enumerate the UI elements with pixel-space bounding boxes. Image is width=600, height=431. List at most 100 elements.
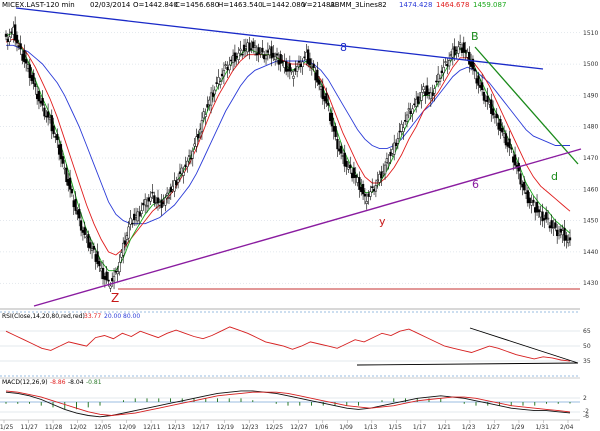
candle-body [296, 66, 299, 72]
candle-body [21, 53, 24, 61]
candle-body [219, 81, 222, 85]
candle-body [41, 97, 44, 106]
candle-body [556, 229, 559, 237]
candle-body [253, 45, 257, 48]
candle-body [56, 134, 59, 141]
candle-body [420, 92, 423, 101]
date-tick-label: 1/31 [535, 424, 549, 431]
candle-body [94, 254, 97, 262]
candle-body [473, 68, 476, 72]
candle-body [140, 210, 143, 214]
candle-body [449, 54, 453, 56]
candle-body [50, 115, 53, 132]
candle-body [283, 61, 286, 68]
candle-body [231, 55, 235, 63]
candle-body [114, 270, 118, 273]
label-y: y [379, 215, 386, 228]
candle-body [90, 248, 94, 251]
candle-body [437, 73, 440, 82]
candle-body [308, 58, 312, 66]
candle-body [184, 164, 187, 168]
candle-body [385, 158, 389, 163]
candle-body [23, 50, 26, 63]
candle-body [274, 56, 277, 60]
candle-body [131, 222, 134, 225]
candle-body [89, 242, 92, 249]
candle-body [343, 152, 346, 167]
candle-body [19, 43, 22, 50]
candle-body [565, 235, 568, 241]
macd-panel: MACD(12,26,9) -8.86 -8.04 -0.81 2 -2 -6 [0, 377, 589, 420]
candle-body [8, 36, 11, 42]
candle-body [264, 55, 268, 60]
candle-body [398, 130, 401, 133]
header-high: H=1463.540 [218, 1, 263, 9]
candle-body [393, 142, 396, 155]
candle-body [524, 192, 528, 194]
candle-body [458, 42, 462, 45]
rsi-tick-50: 50 [583, 343, 591, 350]
candle-body [396, 138, 400, 144]
candle-body [422, 86, 425, 91]
candle-body [469, 61, 473, 67]
candle-body [402, 127, 405, 132]
header-open: O=1442.840 [133, 1, 178, 9]
candle-body [519, 173, 522, 185]
candle-body [24, 59, 28, 64]
macd-main-line [5, 390, 571, 418]
date-tick-label: 12/23 [241, 424, 258, 431]
candle-body [155, 202, 158, 205]
macd-histogram [5, 398, 571, 410]
candle-body [372, 189, 376, 192]
candle-body [186, 160, 189, 168]
candle-body [45, 115, 48, 118]
rsi-label: RSI(Close,14,20,80,red,red) [2, 313, 85, 320]
candle-body [541, 211, 544, 222]
candle-body [263, 54, 266, 60]
candle-body [17, 45, 20, 47]
candle-body [156, 197, 160, 203]
candle-body [548, 225, 552, 229]
candle-body [455, 49, 458, 52]
price-axis: 1510 1500 1490 1480 1470 1460 1450 1440 1430 [583, 30, 598, 287]
candle-body [554, 222, 557, 228]
candle-body [482, 92, 486, 101]
candle-body [76, 210, 79, 215]
candle-body [305, 51, 308, 60]
date-tick-label: 12/11 [143, 424, 160, 431]
candle-body [145, 205, 149, 208]
candle-body [508, 138, 511, 149]
date-tick-label: 1/21 [437, 424, 451, 431]
candle-body [39, 100, 42, 104]
candle-body [435, 80, 438, 83]
candle-body [491, 108, 495, 116]
candle-body [457, 46, 460, 54]
candle-body [220, 73, 224, 77]
candle-body [122, 242, 125, 256]
candle-body [471, 58, 475, 70]
candle-body [502, 133, 506, 138]
candle-body [175, 180, 178, 186]
candle-body [226, 66, 229, 71]
candle-body [332, 125, 335, 132]
candle-body [230, 59, 233, 62]
candle-body [330, 112, 334, 127]
date-tick-label: 12/05 [94, 424, 111, 431]
candle-body [48, 117, 52, 121]
date-tick-label: 1/13 [364, 424, 378, 431]
candle-body [568, 237, 572, 241]
date-tick-label: 1/15 [388, 424, 402, 431]
candle-body [528, 197, 531, 204]
label-b: B [471, 30, 479, 43]
candle-body [312, 63, 315, 69]
candle-body [438, 78, 442, 82]
macd-signal-line [5, 390, 571, 416]
candle-body [537, 209, 541, 213]
candle-body [248, 42, 251, 52]
candle-body [383, 164, 387, 175]
candle-body [521, 183, 524, 188]
candle-body [63, 167, 66, 170]
candle-body [530, 202, 533, 206]
date-tick-label: 11/27 [21, 424, 38, 431]
price-panel: 1510 1500 1490 1480 1470 1460 1450 1440 1430 8 B… [0, 7, 598, 310]
